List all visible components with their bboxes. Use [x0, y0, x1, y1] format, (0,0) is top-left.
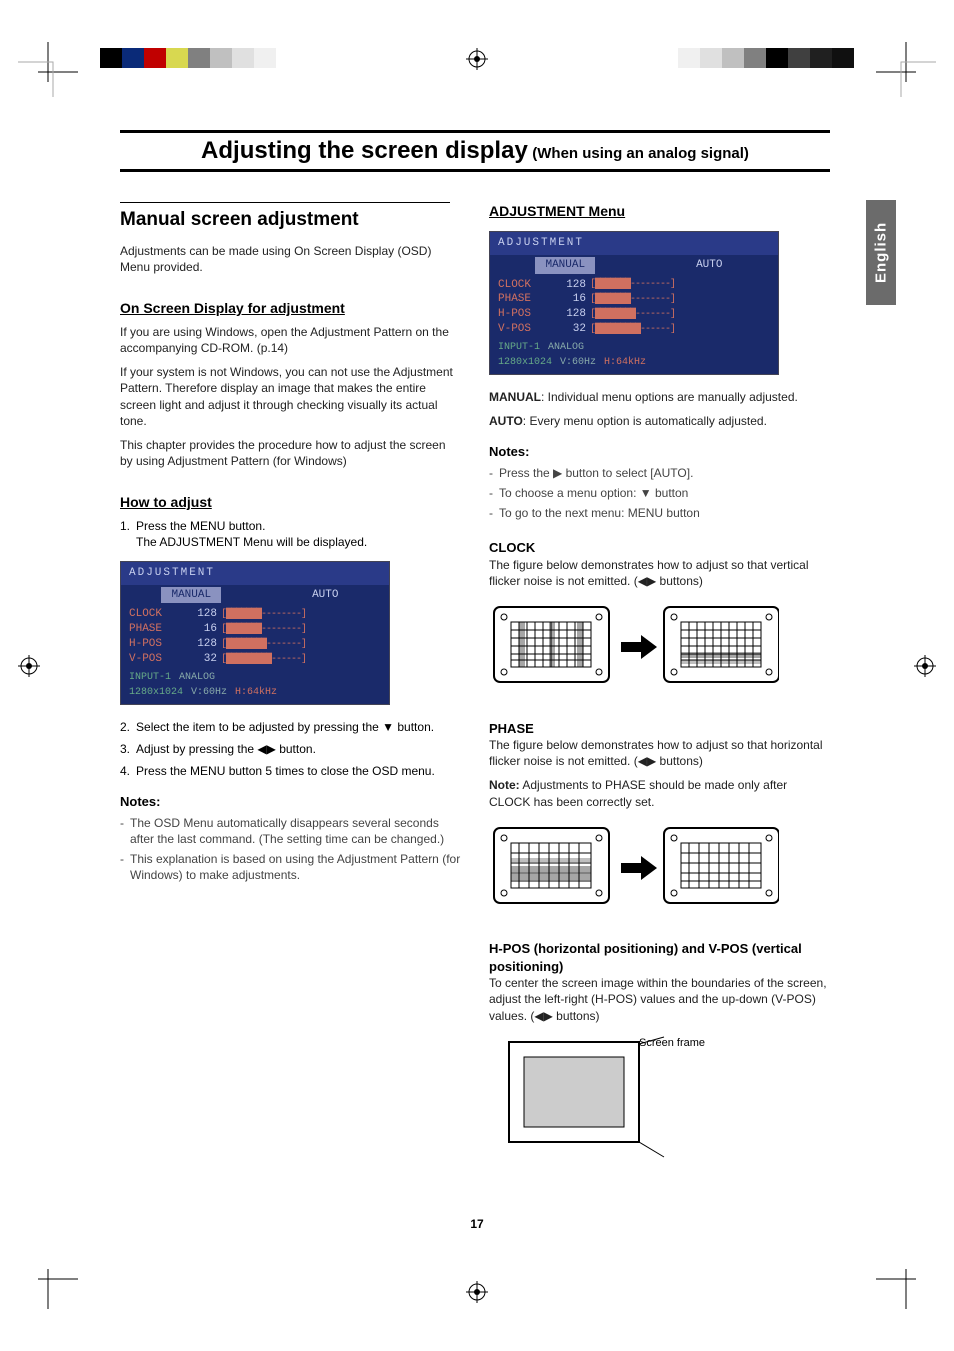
right-column: ADJUSTMENT Menu ADJUSTMENT MANUAL AUTO C… [489, 202, 830, 1055]
osd-desc-1: If you are using Windows, open the Adjus… [120, 324, 461, 356]
arrow-right-icon [621, 856, 657, 880]
flicker-before-icon [494, 607, 609, 682]
step-2: 2. Select the item to be adjusted by pre… [120, 719, 461, 735]
phase-after-icon [664, 828, 779, 903]
phase-illustration [489, 818, 830, 922]
hvpos-heading: H-POS (horizontal positioning) and V-POS… [489, 940, 830, 975]
registration-mark-right [914, 655, 936, 677]
intro-text: Adjustments can be made using On Screen … [120, 243, 461, 275]
step-3: 3. Adjust by pressing the ◀▶ button. [120, 741, 461, 757]
osd-title-r: ADJUSTMENT [490, 232, 778, 255]
left-note-2: -This explanation is based on using the … [120, 851, 461, 883]
registration-mark-bottom [466, 1281, 488, 1303]
adjustment-menu-heading: ADJUSTMENT Menu [489, 202, 830, 221]
right-note-1: -Press the ▶ button to select [AUTO]. [489, 465, 830, 481]
crop-mark-top-right [876, 42, 936, 102]
clock-heading: CLOCK [489, 539, 830, 557]
right-note-3: -To go to the next menu: MENU button [489, 505, 830, 521]
osd-screenshot-left: ADJUSTMENT MANUAL AUTO CLOCK128[███████-… [120, 561, 390, 705]
osd-heading: On Screen Display for adjustment [120, 299, 461, 318]
left-notes-heading: Notes: [120, 793, 461, 811]
right-note-2: -To choose a menu option: ▼ button [489, 485, 830, 501]
osd-desc-2: If your system is not Windows, you can n… [120, 364, 461, 429]
hvpos-text: To center the screen image within the bo… [489, 975, 830, 1024]
osd-tab-auto-r: AUTO [686, 257, 732, 274]
osd-tab-manual-r: MANUAL [535, 257, 595, 274]
color-bar-left [100, 48, 276, 68]
crop-mark-bottom-right [876, 1249, 936, 1309]
osd-title: ADJUSTMENT [121, 562, 389, 585]
phase-text: The figure below demonstrates how to adj… [489, 737, 830, 769]
content-area: English Adjusting the screen display (Wh… [120, 130, 884, 1241]
phase-heading: PHASE [489, 720, 830, 738]
page-title-banner: Adjusting the screen display (When using… [120, 130, 830, 172]
step-1: 1. Press the MENU button. The ADJUSTMENT… [120, 518, 461, 550]
section-heading-manual: Manual screen adjustment [120, 207, 461, 233]
crop-mark-top-left [18, 42, 78, 102]
page-subtitle: (When using an analog signal) [532, 145, 749, 162]
color-bar-right [678, 48, 854, 68]
crop-mark-bottom-left [18, 1249, 78, 1309]
howto-heading: How to adjust [120, 493, 461, 512]
arrow-right-icon [621, 635, 657, 659]
flicker-after-icon [664, 607, 779, 682]
language-tab: English [866, 200, 896, 305]
page-title: Adjusting the screen display [201, 137, 528, 164]
clock-text: The figure below demonstrates how to adj… [489, 557, 830, 589]
osd-screenshot-right: ADJUSTMENT MANUAL AUTO CLOCK128[███████-… [489, 231, 779, 375]
registration-mark-top [466, 48, 488, 70]
phase-note: Note: Adjustments to PHASE should be mad… [489, 777, 830, 809]
page-root: English Adjusting the screen display (Wh… [0, 0, 954, 1351]
hvpos-illustration: Screen frame [489, 1032, 830, 1051]
left-note-1: -The OSD Menu automatically disappears s… [120, 815, 461, 847]
phase-before-icon [494, 828, 609, 903]
left-column: Manual screen adjustment Adjustments can… [120, 202, 461, 1055]
osd-tab-manual: MANUAL [161, 587, 221, 604]
clock-illustration [489, 597, 830, 701]
auto-desc: AUTO: Every menu option is automatically… [489, 413, 830, 429]
step-4: 4. Press the MENU button 5 times to clos… [120, 763, 461, 779]
manual-desc: MANUAL: Individual menu options are manu… [489, 389, 830, 405]
osd-desc-3: This chapter provides the procedure how … [120, 437, 461, 469]
osd-tab-auto: AUTO [302, 587, 348, 604]
screen-frame-label: Screen frame [639, 1036, 719, 1051]
page-number: 17 [470, 1217, 483, 1231]
right-notes-heading: Notes: [489, 443, 830, 461]
registration-mark-left [18, 655, 40, 677]
